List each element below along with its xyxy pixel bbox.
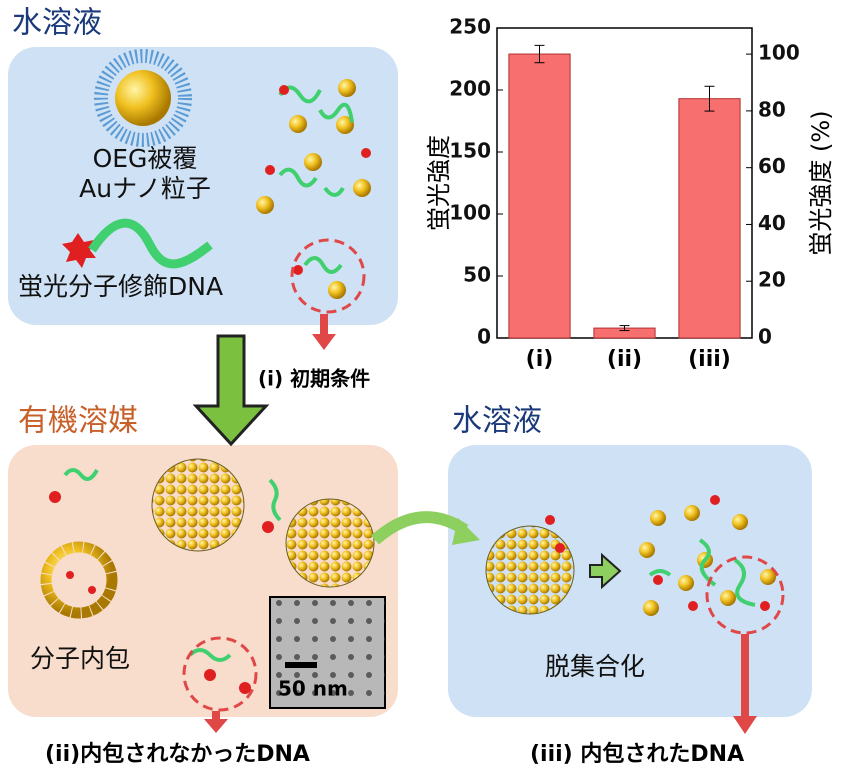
oeg-shell	[94, 49, 192, 147]
y2-tick-label: 100	[758, 41, 800, 65]
y-axis-label: 蛍光強度	[425, 135, 453, 231]
y-tick-label: 200	[449, 77, 491, 101]
arrow	[452, 518, 480, 545]
particles	[49, 468, 282, 694]
label: (iii) 内包されたDNA	[530, 741, 744, 767]
aggregate	[485, 525, 575, 615]
y-tick-label: 100	[449, 201, 491, 225]
arrow	[371, 511, 469, 545]
label: 水溶液	[452, 404, 542, 439]
label: 50 nm	[278, 677, 348, 701]
highlight	[705, 555, 785, 635]
y2-tick-label: 20	[758, 268, 786, 292]
y2-tick-label: 0	[758, 325, 772, 349]
y2-axis-label: 蛍光強度 (%)	[807, 110, 835, 255]
y-tick-label: 50	[463, 263, 491, 287]
label: OEG被覆	[93, 144, 198, 173]
label: 有機溶媒	[18, 404, 138, 439]
panel	[448, 445, 812, 717]
y-tick-label: 150	[449, 139, 491, 163]
label: Auナノ粒子	[79, 174, 211, 203]
bar	[678, 98, 741, 339]
label: 分子内包	[30, 644, 130, 673]
fluorophore	[62, 233, 96, 268]
aggregate	[151, 458, 245, 552]
y-tick-label: 0	[477, 325, 491, 349]
y2-tick-label: 80	[758, 97, 786, 121]
arrow	[589, 552, 622, 590]
x-tick-label: (i)	[526, 347, 554, 372]
particles	[256, 79, 371, 299]
arrow	[733, 634, 757, 734]
highlight	[290, 238, 366, 314]
scale-bar	[285, 662, 317, 668]
aggregate	[285, 498, 375, 588]
highlight	[182, 636, 258, 712]
particles	[545, 495, 776, 616]
y2-tick-label: 40	[758, 211, 786, 235]
label: (i) 初期条件	[258, 367, 370, 391]
arrow	[192, 334, 270, 447]
x-tick-label: (iii)	[688, 347, 731, 372]
label: (ii)内包されなかったDNA	[45, 741, 310, 767]
au-particle	[115, 70, 171, 126]
vesicle	[40, 541, 118, 619]
bar	[508, 53, 571, 339]
label: 脱集合化	[545, 652, 645, 681]
arrow	[312, 314, 336, 350]
dna	[88, 218, 213, 269]
y2-tick-label: 60	[758, 154, 786, 178]
tem-texture	[270, 597, 385, 708]
arrow	[204, 711, 228, 733]
label: 蛍光分子修飾DNA	[18, 272, 223, 301]
y-tick-label: 250	[449, 15, 491, 39]
x-tick-label: (ii)	[607, 347, 642, 372]
label: 水溶液	[12, 6, 102, 41]
